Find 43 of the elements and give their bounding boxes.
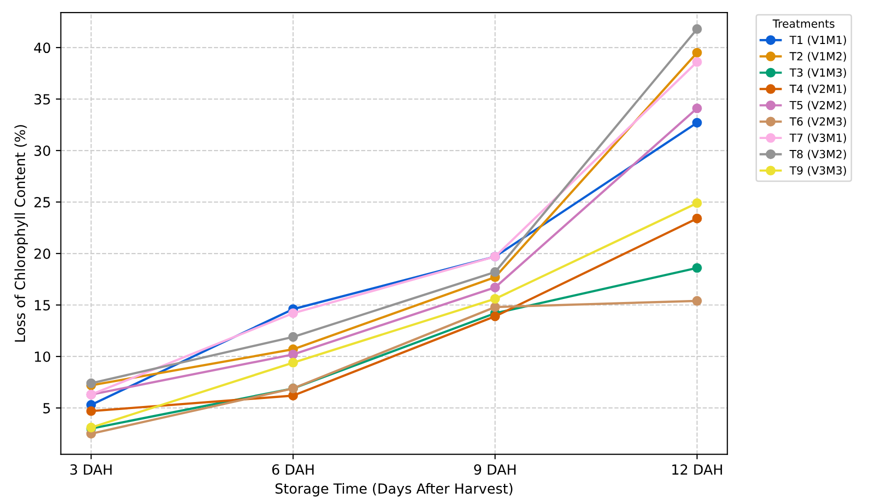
y-tick-label: 10: [34, 351, 50, 362]
point: [288, 332, 298, 342]
y-axis-title: Loss of Chlorophyll Content (%): [14, 125, 28, 342]
x-tick-label: 6 DAH: [272, 464, 314, 475]
legend-label: T4 (V2M1): [790, 84, 846, 94]
y-tick-label: 35: [34, 94, 50, 105]
point: [288, 358, 298, 368]
x-tick-label: 9 DAH: [474, 464, 516, 475]
point: [490, 311, 500, 322]
point: [692, 214, 702, 224]
legend-label: T7 (V3M1): [790, 133, 846, 144]
point: [692, 57, 702, 67]
legend-label: T3 (V1M3): [790, 68, 846, 78]
y-tick-label: 40: [34, 42, 50, 54]
legend-label: T5 (V2M2): [790, 100, 846, 111]
point: [692, 48, 702, 58]
legend-title: Treatments: [772, 20, 834, 28]
point: [490, 267, 500, 277]
point: [692, 296, 702, 306]
x-tick-label: 3 DAH: [70, 464, 112, 475]
x-axis-title: Storage Time (Days After Harvest): [276, 483, 512, 496]
point: [692, 103, 702, 114]
legend-label: T6 (V2M3): [790, 117, 846, 127]
point: [490, 294, 500, 304]
point: [490, 282, 500, 292]
y-tick-label: 15: [34, 300, 50, 310]
legend-label: T2 (V1M2): [790, 52, 846, 62]
point: [692, 118, 702, 128]
x-tick-label: 12 DAH: [672, 464, 722, 475]
legend-label: T8 (V3M2): [790, 150, 846, 160]
legend-label: T1 (V1M1): [790, 36, 846, 46]
y-tick-label: 5: [43, 403, 50, 414]
y-tick-label: 20: [34, 248, 50, 259]
point: [490, 302, 500, 312]
point: [692, 198, 702, 208]
point: [692, 24, 702, 34]
point: [288, 350, 298, 360]
y-tick-label: 25: [34, 196, 50, 208]
point: [288, 308, 298, 318]
point: [86, 406, 96, 416]
y-tick-label: 30: [34, 146, 50, 156]
legend-label: T9 (V3M3): [790, 166, 846, 176]
point: [692, 263, 702, 273]
